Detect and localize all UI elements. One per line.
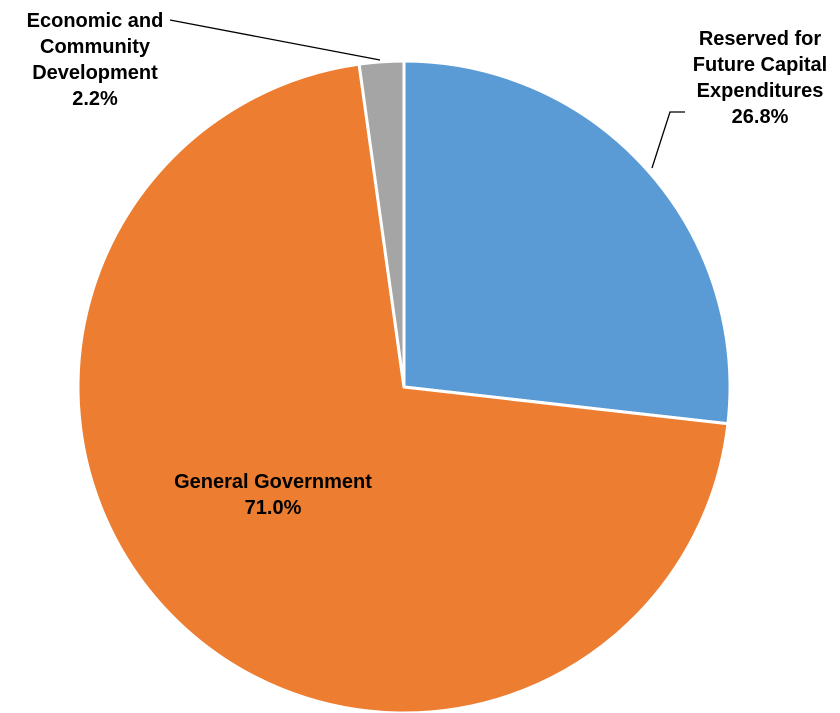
slice-label-line: Community: [40, 36, 151, 58]
slice-label-line: Economic and: [27, 10, 164, 32]
leader-lines-layer: [169, 19, 685, 169]
labels-layer: Reserved for Future Capital Expenditures 26…: [27, 10, 828, 519]
slice-value-text: 71.0%: [245, 497, 302, 519]
pie-slice-economic-and-community-development: [357, 59, 406, 389]
slice-label-line: General Government: [174, 471, 372, 493]
slice-label-line: Expenditures: [697, 80, 824, 102]
pie-slice-reserved-for-future-capital-expenditures: [402, 59, 732, 426]
slices-layer: [76, 59, 732, 713]
leader-line-reserved-for-future-capital-expenditures: [651, 111, 685, 169]
leader-line-economic-and-community-development: [169, 19, 381, 61]
slice-value-text: 26.8%: [732, 106, 789, 128]
slice-label-line: Future Capital: [693, 54, 827, 76]
data-label-economic-and-community-development: Economic and Community Development 2.2%: [27, 10, 164, 110]
data-label-reserved-for-future-capital-expenditures: Reserved for Future Capital Expenditures 26…: [693, 28, 827, 128]
data-label-general-government: General Government 71.0%: [174, 471, 372, 519]
slice-label-line: Reserved for: [699, 28, 821, 50]
slice-label-line: Development: [32, 62, 158, 84]
pie-slice-general-government: [76, 62, 730, 713]
slice-value-text: 2.2%: [72, 88, 118, 110]
